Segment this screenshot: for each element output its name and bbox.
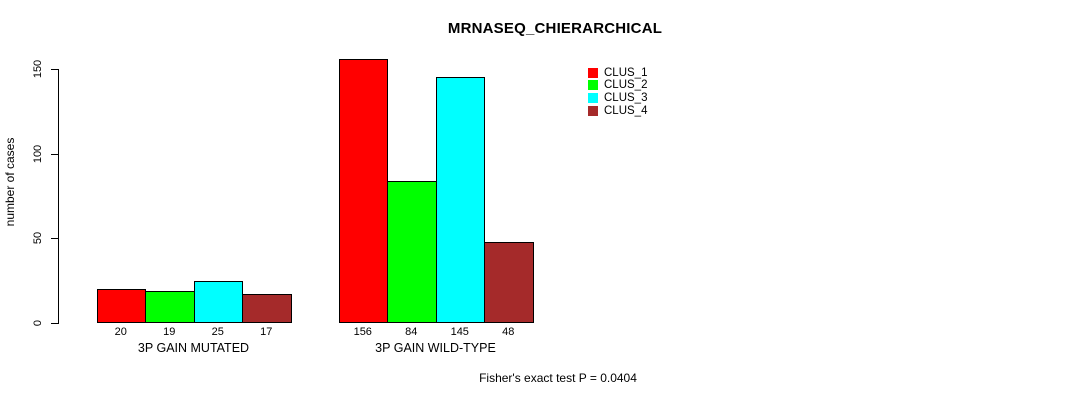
group-label: 3P GAIN MUTATED <box>137 341 250 355</box>
bar-value-label: 84 <box>405 326 418 338</box>
bar-value-label: 19 <box>163 326 176 338</box>
legend-swatch-clus_4 <box>588 106 598 117</box>
y-tick-label: 50 <box>32 232 44 245</box>
y-tick <box>51 323 59 324</box>
bar-value-label: 48 <box>502 326 515 338</box>
bar-clus_2-2 <box>387 180 437 323</box>
bar-clus_4-2 <box>484 241 534 323</box>
bar-clus_2-1 <box>145 290 195 323</box>
bar-clus_1-2 <box>338 58 388 323</box>
y-axis-label: number of cases <box>3 137 17 227</box>
annotation-text: Fisher's exact test P = 0.0404 <box>479 371 637 385</box>
bar-value-label: 20 <box>114 326 127 338</box>
legend-swatch-clus_1 <box>588 67 598 78</box>
y-tick <box>51 69 59 70</box>
legend-label-clus_2: CLUS_2 <box>604 79 648 92</box>
y-tick <box>51 153 59 155</box>
y-tick-label: 150 <box>32 59 44 79</box>
bar-clus_3-2 <box>435 77 485 323</box>
y-tick-label: 100 <box>32 144 44 163</box>
bar-clus_4-1 <box>242 294 292 323</box>
bar-value-label: 145 <box>450 326 469 338</box>
legend-swatch-clus_3 <box>588 93 598 104</box>
legend-label-clus_3: CLUS_3 <box>604 92 648 105</box>
bar-value-label: 156 <box>353 326 372 338</box>
legend-label-clus_4: CLUS_4 <box>604 105 648 118</box>
group-label: 3P GAIN WILD-TYPE <box>375 341 496 355</box>
bar-value-label: 17 <box>260 326 273 338</box>
legend-label-clus_1: CLUS_1 <box>604 66 648 79</box>
y-tick <box>51 238 59 240</box>
y-axis <box>58 69 59 324</box>
y-tick-label: 0 <box>32 319 44 327</box>
bar-clus_3-1 <box>193 280 243 323</box>
chart-title: MRNASEQ_CHIERARCHICAL <box>447 20 663 37</box>
bar-clus_1-1 <box>96 289 146 323</box>
legend-swatch-clus_2 <box>588 80 598 91</box>
bar-value-label: 25 <box>211 326 224 338</box>
